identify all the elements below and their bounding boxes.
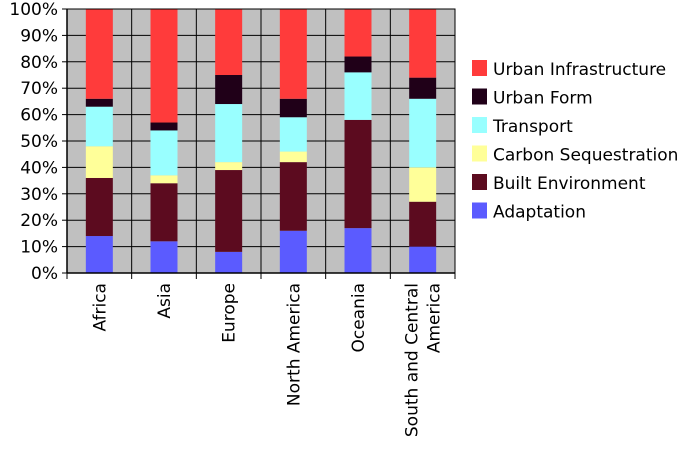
bar-segment-north-america-transport <box>279 117 307 152</box>
y-tick-label: 20% <box>20 211 58 231</box>
legend-swatch-urban-infrastructure <box>472 60 487 76</box>
bar-segment-north-america-urban-infrastructure <box>279 9 307 99</box>
bar-segment-africa-carbon-sequestration <box>85 146 113 178</box>
bar-segment-oceania-urban-form <box>344 56 372 73</box>
bar-segment-europe-adaptation <box>215 251 243 273</box>
bar-segment-south-and-central-america-urban-form <box>409 77 437 99</box>
legend: Urban Infrastructure Urban Form Transport C… <box>472 60 678 223</box>
x-tick-label: Europe <box>220 283 240 343</box>
bar-segment-africa-urban-form <box>85 98 113 107</box>
bar-segment-africa-urban-infrastructure <box>85 9 113 99</box>
bar-segment-africa-transport <box>85 106 113 147</box>
bar-segment-south-and-central-america-urban-infrastructure <box>409 9 437 78</box>
legend-label: Built Environment <box>493 174 646 194</box>
y-tick-label: 30% <box>20 185 58 205</box>
bar-segment-south-and-central-america-adaptation <box>409 246 437 273</box>
legend-label: Carbon Sequestration <box>493 146 678 166</box>
x-tick-label: Oceania <box>349 283 369 353</box>
y-tick-label: 50% <box>20 132 58 152</box>
bar-segment-north-america-urban-form <box>279 98 307 118</box>
bar-segment-asia-urban-form <box>150 122 178 131</box>
x-tick-label: North America <box>284 283 304 406</box>
x-tick-label: America <box>425 283 445 353</box>
bar-segment-south-and-central-america-transport <box>409 98 437 168</box>
legend-label: Adaptation <box>493 203 586 223</box>
bar-segment-oceania-transport <box>344 72 372 120</box>
bar-segment-asia-transport <box>150 130 178 176</box>
bar-segment-oceania-built-environment <box>344 119 372 229</box>
legend-label: Transport <box>492 117 573 137</box>
bar-segment-asia-urban-infrastructure <box>150 9 178 123</box>
y-tick-label: 100% <box>9 0 58 20</box>
bar-segment-europe-urban-infrastructure <box>215 9 243 75</box>
bar-segment-asia-adaptation <box>150 241 178 273</box>
bar-segment-europe-urban-form <box>215 75 243 105</box>
y-tick-label: 80% <box>20 53 58 73</box>
bar-segment-oceania-urban-infrastructure <box>344 9 372 57</box>
y-tick-label: 60% <box>20 106 58 126</box>
bar-segment-europe-carbon-sequestration <box>215 162 243 171</box>
y-tick-label: 70% <box>20 79 58 99</box>
legend-swatch-urban-form <box>472 88 487 105</box>
plot-area <box>66 8 456 274</box>
x-tick-label: Africa <box>90 283 110 332</box>
x-tick-label: Asia <box>155 283 175 319</box>
bar-segment-asia-built-environment <box>150 183 178 242</box>
x-axis: Africa Asia Europe North America Oceania Sout… <box>66 272 456 437</box>
legend-label: Urban Infrastructure <box>493 60 666 80</box>
legend-label: Urban Form <box>493 89 593 109</box>
y-tick-label: 40% <box>20 158 58 178</box>
y-tick-label: 10% <box>20 238 58 258</box>
y-axis: 0% 10% 20% 30% 40% 50% 60% 70% 80% 90% 100% <box>9 0 68 284</box>
bar-segment-asia-carbon-sequestration <box>150 175 178 184</box>
bar-segment-north-america-adaptation <box>279 230 307 273</box>
bar-segment-africa-adaptation <box>85 236 113 273</box>
legend-swatch-adaptation <box>472 202 487 219</box>
bar-segment-oceania-adaptation <box>344 228 372 273</box>
bar-segment-europe-built-environment <box>215 170 243 252</box>
legend-swatch-carbon-sequestration <box>472 145 487 162</box>
bar-segment-south-and-central-america-carbon-sequestration <box>409 167 437 202</box>
x-tick-label: South and Central <box>403 283 423 437</box>
bar-segment-north-america-carbon-sequestration <box>279 151 307 163</box>
y-tick-label: 0% <box>31 264 58 284</box>
legend-swatch-transport <box>472 117 487 133</box>
y-tick-label: 90% <box>20 26 58 46</box>
bar-segment-europe-transport <box>215 104 243 163</box>
bar-segment-north-america-built-environment <box>279 162 307 231</box>
bar-segment-south-and-central-america-built-environment <box>409 201 437 247</box>
legend-swatch-built-environment <box>472 174 487 190</box>
bar-segment-africa-built-environment <box>85 177 113 237</box>
